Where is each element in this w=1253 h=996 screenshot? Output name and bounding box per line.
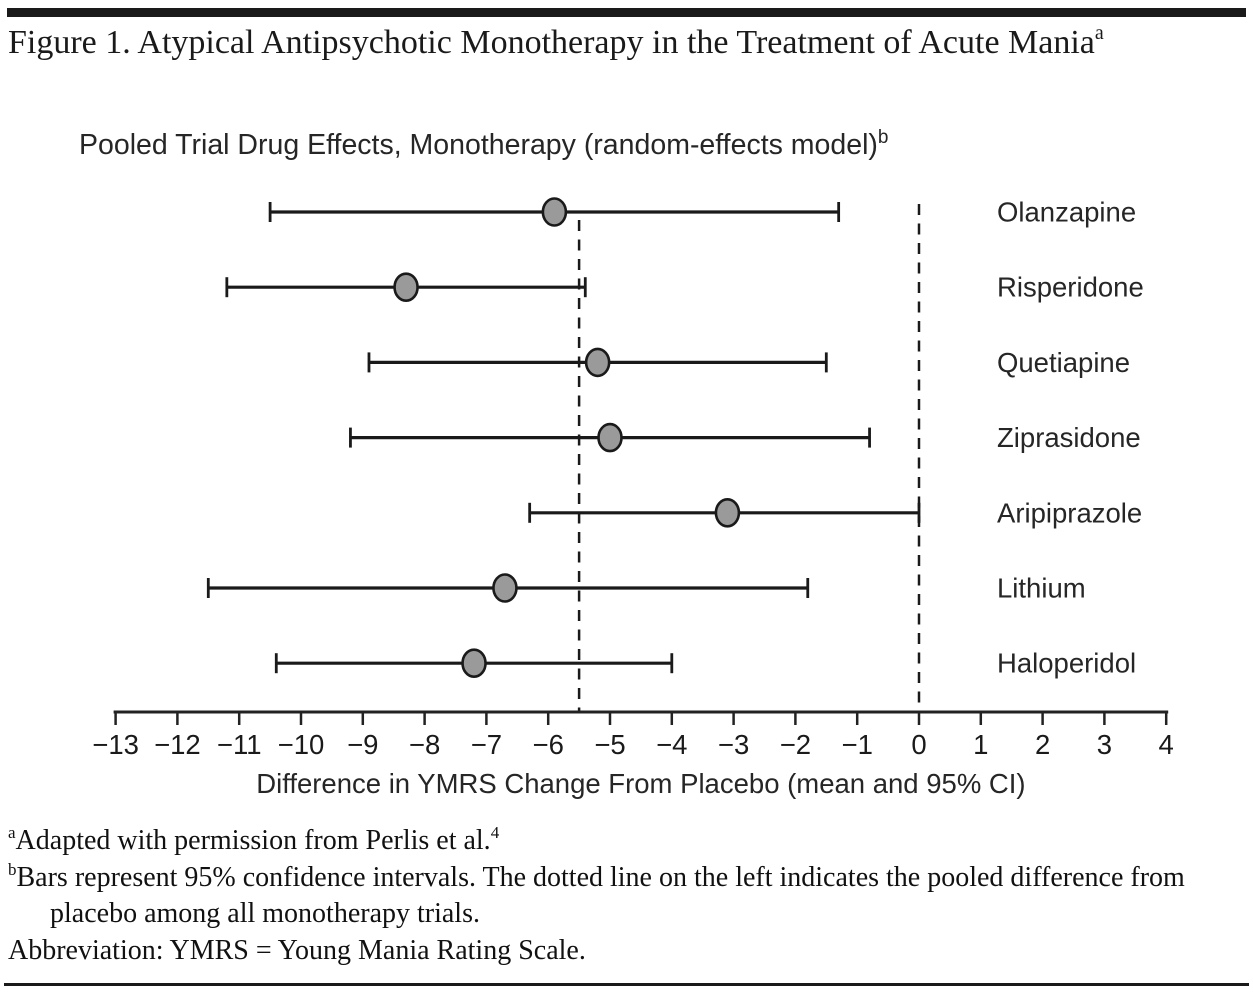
footnote-a-marker: a (8, 823, 16, 842)
x-tick-label: 1 (973, 729, 988, 760)
footnote-b-marker: b (8, 859, 17, 879)
footnote-b: bBars represent 95% confidence intervals… (8, 860, 1198, 933)
chart-subtitle: Pooled Trial Drug Effects, Monotherapy (… (79, 127, 888, 162)
x-tick-label: −10 (278, 729, 325, 760)
footnote-b-text: Bars represent 95% confidence intervals.… (16, 861, 1185, 930)
x-tick-label: −6 (533, 729, 564, 760)
top-rule-bar (7, 8, 1246, 17)
footnote-abbreviation-text: Abbreviation: YMRS = Young Mania Rating … (8, 934, 586, 966)
bottom-rule-bar (4, 983, 1249, 986)
drug-label: Ziprasidone (997, 422, 1141, 453)
x-tick-label: 2 (1035, 729, 1050, 760)
drug-label: Quetiapine (997, 347, 1130, 378)
x-axis-label: Difference in YMRS Change From Placebo (… (256, 768, 1025, 799)
x-tick-label: −5 (594, 729, 625, 760)
drug-label: Olanzapine (997, 197, 1136, 228)
footnote-a: aAdapted with permission from Perlis et … (8, 823, 1198, 860)
x-tick-label: −7 (471, 729, 502, 760)
figure-title-footnote-marker: a (1094, 22, 1104, 44)
figure-title-text: Figure 1. Atypical Antipsychotic Monothe… (8, 24, 1095, 61)
x-tick-label: 3 (1097, 729, 1112, 760)
footnote-abbreviation: Abbreviation: YMRS = Young Mania Rating … (8, 933, 1198, 970)
figure-title: Figure 1. Atypical Antipsychotic Monothe… (8, 22, 1104, 62)
x-tick-label: −13 (92, 729, 139, 760)
chart-subtitle-text: Pooled Trial Drug Effects, Monotherapy (… (79, 129, 878, 161)
mean-marker (461, 648, 487, 679)
x-tick-label: −12 (154, 729, 201, 760)
drug-label: Risperidone (997, 272, 1144, 303)
chart-subtitle-footnote-marker: b (877, 127, 889, 148)
mean-marker (541, 197, 568, 227)
x-tick-label: −4 (656, 729, 687, 760)
footnote-a-citation: 4 (490, 823, 500, 842)
x-tick-label: −3 (718, 729, 749, 760)
mean-marker (597, 422, 623, 453)
x-tick-label: −2 (780, 729, 811, 760)
mean-marker (492, 573, 518, 603)
x-tick-label: −8 (409, 729, 440, 760)
forest-plot: Olanzapine Risperidone Quetiapine Ziprasido… (92, 197, 1174, 800)
x-tick-label: −9 (347, 729, 378, 760)
footnotes: aAdapted with permission from Perlis et … (8, 823, 1198, 969)
footnote-a-text: Adapted with permission from Perlis et a… (15, 825, 491, 856)
drug-label: Aripiprazole (997, 497, 1142, 528)
drug-label: Haloperidol (997, 648, 1136, 679)
mean-marker (393, 272, 419, 303)
mean-marker (584, 347, 611, 378)
x-tick-label: 0 (911, 729, 926, 760)
x-tick-label: 4 (1159, 729, 1174, 760)
drug-label: Lithium (997, 573, 1086, 604)
mean-marker (714, 497, 741, 528)
x-tick-label: −1 (842, 729, 873, 760)
x-tick-label: −11 (217, 729, 262, 760)
